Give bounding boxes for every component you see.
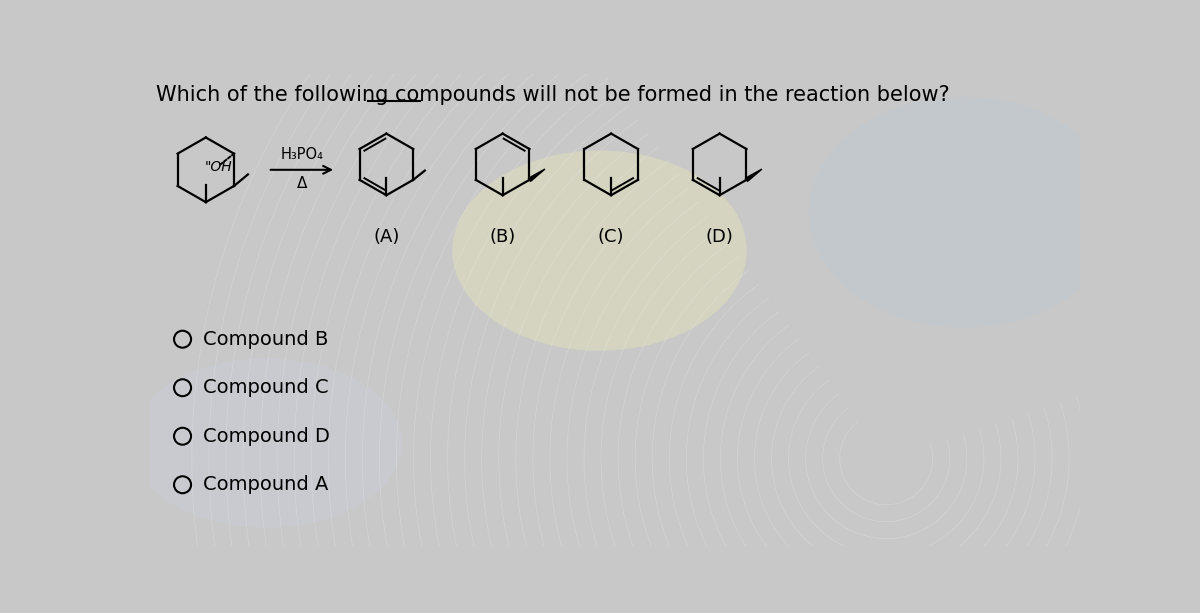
Ellipse shape (131, 359, 402, 528)
Text: (C): (C) (598, 227, 624, 246)
Ellipse shape (809, 97, 1118, 328)
Text: (D): (D) (706, 227, 733, 246)
Text: (A): (A) (373, 227, 400, 246)
Text: "OH: "OH (204, 161, 232, 175)
Text: Compound D: Compound D (203, 427, 330, 446)
Text: Which of the following compounds will not be formed in the reaction below?: Which of the following compounds will no… (156, 85, 950, 105)
Text: Δ: Δ (296, 176, 307, 191)
Text: (B): (B) (490, 227, 516, 246)
Text: H₃PO₄: H₃PO₄ (281, 147, 323, 162)
Text: Compound A: Compound A (203, 475, 328, 494)
Polygon shape (745, 169, 762, 181)
Text: Compound B: Compound B (203, 330, 328, 349)
Text: Compound C: Compound C (203, 378, 329, 397)
Ellipse shape (452, 151, 746, 351)
Polygon shape (528, 169, 545, 181)
